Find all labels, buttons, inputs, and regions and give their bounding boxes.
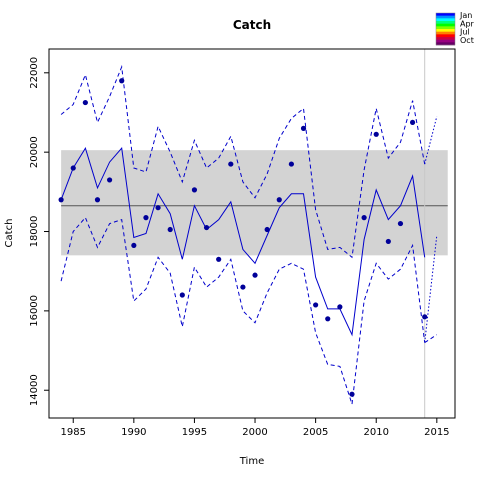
data-point-2006	[325, 316, 331, 322]
legend-label-jan: Jan	[459, 11, 472, 20]
data-point-2010	[373, 131, 379, 137]
x-tick-label-1995: 1995	[182, 427, 207, 438]
data-point-2003	[288, 161, 294, 167]
data-point-1987	[94, 197, 101, 203]
confidence-band	[61, 150, 448, 256]
data-point-1998	[228, 161, 234, 167]
data-point-1994	[179, 292, 185, 298]
data-point-2011	[385, 238, 391, 245]
chart-title: Catch	[233, 18, 271, 32]
x-axis-label: Time	[239, 456, 264, 467]
legend-label-apr: Apr	[460, 19, 475, 28]
data-point-2008	[349, 391, 355, 397]
data-point-2007	[337, 304, 343, 310]
series-line-1	[60, 146, 426, 337]
data-point-1990	[131, 242, 137, 249]
y-tick-label-16000: 16000	[29, 295, 40, 327]
data-point-2013	[409, 119, 416, 126]
legend-color-strip-4	[436, 21, 455, 24]
series-line-2	[60, 64, 426, 259]
series-line-4	[424, 116, 438, 165]
y-tick-label-22000: 22000	[29, 57, 40, 89]
data-point-1986	[82, 99, 88, 106]
x-tick-label-1990: 1990	[121, 427, 146, 438]
data-point-2004	[300, 125, 307, 131]
data-point-1989	[119, 78, 125, 84]
legend-color-strip-2	[436, 15, 455, 19]
legend-color-strip-1	[436, 13, 455, 16]
y-axis-label: Catch	[4, 219, 15, 248]
y-tick-label-20000: 20000	[29, 136, 40, 168]
data-point-1999	[240, 284, 246, 290]
data-point-1992	[155, 205, 161, 211]
legend-label-jul: Jul	[459, 28, 470, 37]
x-tick-label-2015: 2015	[424, 427, 449, 438]
legend-color-strip-10	[436, 37, 455, 40]
x-tick-label-2010: 2010	[363, 427, 388, 438]
legend-color-strip-7	[436, 29, 455, 32]
data-point-1988	[106, 177, 113, 183]
x-tick-label-1985: 1985	[61, 427, 86, 438]
data-point-1991	[143, 215, 149, 221]
plot-frame	[48, 48, 456, 419]
series-line-3	[60, 216, 426, 405]
legend-label-oct: Oct	[460, 36, 474, 45]
y-tick-label-18000: 18000	[29, 216, 40, 248]
data-point-2012	[397, 220, 404, 227]
y-tick-label-14000: 14000	[29, 374, 40, 406]
x-tick-label-2005: 2005	[303, 427, 328, 438]
legend-color-strip-5	[436, 23, 455, 27]
legend-color-strip-3	[436, 18, 455, 22]
legend-color-strip-8	[436, 31, 455, 35]
legend-color-strip-11	[436, 39, 455, 43]
data-point-1985	[70, 165, 76, 171]
data-point-1984	[58, 197, 64, 203]
data-point-1997	[216, 256, 222, 262]
data-point-2009	[361, 215, 367, 221]
data-point-2000	[252, 272, 258, 278]
data-point-2002	[276, 197, 282, 203]
series-line-6	[424, 334, 438, 344]
legend-frame	[435, 12, 456, 46]
series-line-5	[424, 235, 438, 343]
legend-color-strip-9	[436, 34, 455, 38]
data-point-1996	[203, 224, 210, 231]
data-point-1993	[167, 226, 173, 233]
legend-color-strip-12	[436, 42, 455, 46]
x-tick-label-2000: 2000	[242, 427, 267, 438]
plot-area: 1985 1990 1995 2000 2005 2010 2015 14000 16000 18…	[29, 48, 456, 438]
data-point-2005	[313, 302, 319, 308]
legend-color-strip-6	[436, 26, 455, 30]
data-point-2001	[264, 226, 270, 233]
data-point-1995	[191, 187, 198, 193]
data-point-2014	[422, 314, 428, 320]
